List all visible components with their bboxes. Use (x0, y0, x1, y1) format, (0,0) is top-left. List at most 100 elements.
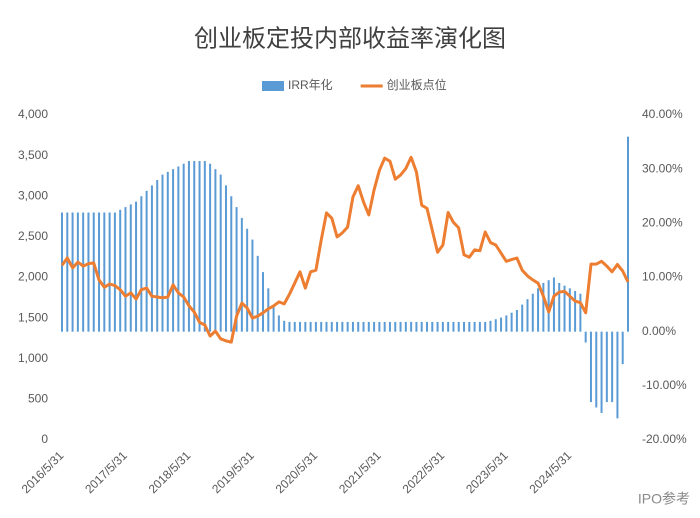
bar (293, 321, 296, 332)
bar (473, 321, 476, 332)
bar (489, 320, 492, 332)
y-tick-label: 3,500 (18, 148, 48, 162)
bar (404, 321, 407, 332)
bar (246, 228, 249, 332)
bar (161, 174, 164, 332)
x-tick-label: 2018/5/31 (146, 448, 194, 496)
bar (494, 319, 497, 332)
x-tick-label: 2023/5/31 (463, 448, 511, 496)
bar (500, 317, 503, 332)
bar (478, 321, 481, 332)
bar (351, 321, 354, 332)
y2-tick-label: 20.00% (642, 216, 683, 230)
bar (552, 277, 555, 332)
y2-tick-label: -20.00% (642, 432, 687, 446)
bar (388, 321, 391, 332)
bar (531, 293, 534, 332)
bar (87, 212, 90, 332)
bar (156, 180, 159, 332)
bar (166, 171, 169, 332)
bar (595, 331, 598, 408)
bar (172, 169, 175, 332)
x-tick-label: 2020/5/31 (273, 448, 321, 496)
bar (367, 321, 370, 332)
bar (320, 321, 323, 332)
bar (605, 331, 608, 403)
bar (547, 280, 550, 332)
bar (113, 212, 116, 332)
legend-label: 创业板点位 (387, 77, 447, 92)
bar (463, 321, 466, 332)
bar (61, 212, 63, 332)
bar (330, 321, 333, 332)
bar (283, 320, 286, 332)
bar (309, 321, 312, 332)
bar (510, 312, 513, 332)
bar (568, 288, 571, 332)
x-tick-label: 2017/5/31 (82, 448, 130, 496)
x-tick-label: 2016/5/31 (19, 448, 67, 496)
bar (299, 321, 302, 332)
bar (558, 282, 561, 332)
x-tick-label: 2022/5/31 (400, 448, 448, 496)
bar (193, 161, 196, 332)
bar (579, 293, 582, 332)
bar (537, 288, 540, 332)
y2-tick-label: 10.00% (642, 270, 683, 284)
bar (616, 331, 619, 419)
bar (230, 196, 233, 332)
bar (600, 331, 603, 413)
bar (357, 321, 360, 332)
bar (314, 321, 317, 332)
y2-tick-label: 30.00% (642, 161, 683, 175)
bar (177, 166, 180, 332)
bar (262, 272, 265, 332)
bar (341, 321, 344, 332)
legend-swatch (262, 81, 284, 91)
bar (145, 190, 148, 332)
bar (563, 285, 566, 332)
x-tick-label: 2024/5/31 (527, 448, 575, 496)
bar (457, 321, 460, 332)
bar (378, 321, 381, 332)
bar (399, 321, 402, 332)
bar (410, 321, 413, 332)
bar (415, 321, 418, 332)
y-tick-label: 500 (28, 392, 48, 406)
bar (92, 212, 95, 332)
bar (108, 212, 111, 332)
bar (611, 331, 614, 403)
chart-title: 创业板定投内部收益率演化图 (194, 25, 506, 52)
bar (436, 321, 439, 332)
bar (129, 204, 132, 332)
y-tick-label: 0 (41, 432, 48, 446)
bar (124, 207, 127, 332)
bar (187, 161, 190, 332)
y2-tick-label: 0.00% (642, 324, 676, 338)
bar (584, 331, 587, 343)
bar (66, 212, 69, 332)
bar (140, 196, 143, 332)
bar (574, 291, 577, 332)
x-tick-label: 2021/5/31 (336, 448, 384, 496)
bar (336, 321, 339, 332)
bar (71, 212, 74, 332)
bar (526, 299, 529, 332)
bar (203, 161, 206, 332)
bar (214, 169, 217, 332)
y-tick-label: 4,000 (18, 107, 48, 121)
bar (219, 174, 222, 332)
bar (521, 304, 524, 332)
bar (468, 321, 471, 332)
legend-label: IRR年化 (288, 78, 333, 92)
bar (542, 282, 545, 332)
y2-tick-label: 40.00% (642, 107, 683, 121)
bar (119, 209, 122, 332)
bar (420, 321, 423, 332)
bar (240, 217, 243, 332)
bar (627, 136, 629, 332)
bar (362, 321, 365, 332)
bar (447, 321, 450, 332)
y-tick-label: 2,000 (18, 270, 48, 284)
